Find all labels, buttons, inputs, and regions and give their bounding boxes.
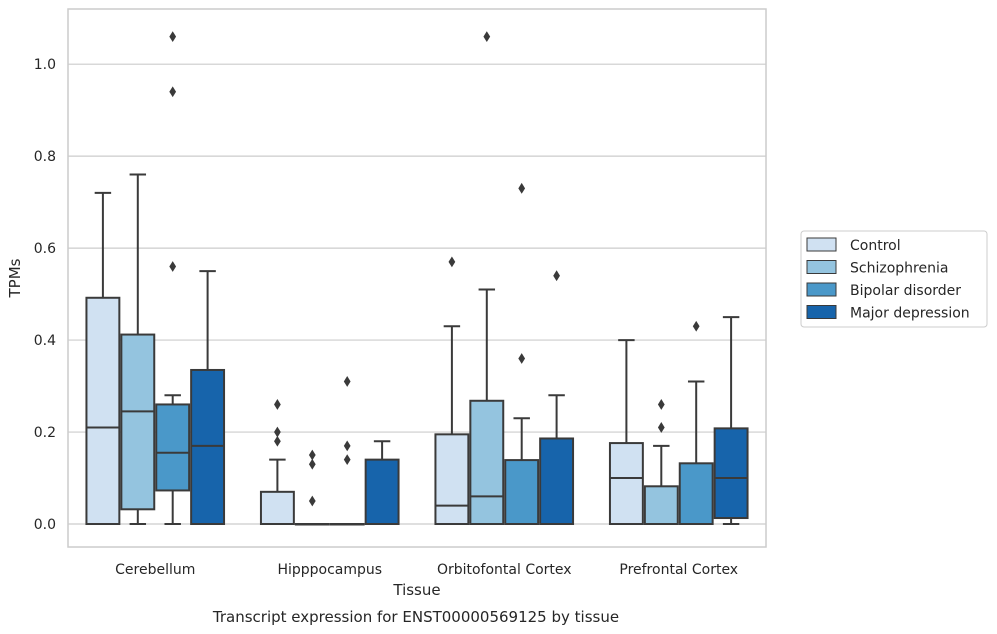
outlier-point — [169, 86, 177, 98]
x-axis-label: Tissue — [392, 581, 440, 599]
x-tick-label: Orbitofontal Cortex — [437, 562, 572, 578]
y-tick-label: 0.6 — [34, 241, 56, 257]
y-tick-label: 0.4 — [34, 333, 56, 349]
y-tick-label: 0.8 — [34, 149, 56, 165]
outlier-point — [308, 495, 316, 507]
plot-frame — [67, 8, 767, 548]
box-control — [85, 191, 121, 526]
box-control — [434, 256, 470, 526]
outlier-point — [692, 320, 700, 332]
outlier-point — [169, 31, 177, 42]
box-iqr — [504, 459, 540, 526]
legend-label: Schizophrenia — [850, 261, 948, 277]
box-major-depression — [364, 440, 400, 526]
box-bipolar-disorder — [504, 182, 540, 526]
y-tick-labels: 0.0 0.2 0.4 0.6 0.8 1.0 — [34, 57, 56, 533]
legend-label: Major depression — [850, 306, 970, 322]
box-iqr — [364, 458, 400, 526]
outlier-point — [657, 399, 665, 410]
box-iqr — [434, 433, 470, 526]
outlier-point — [553, 270, 560, 282]
outlier-point — [274, 399, 281, 410]
outlier-point — [518, 182, 526, 194]
box-control — [259, 399, 295, 526]
box-schizophrenia — [294, 449, 330, 526]
box-bipolar-disorder — [329, 376, 365, 526]
y-tick-label: 0.0 — [34, 517, 56, 533]
outlier-point — [308, 458, 316, 470]
y-tick-label: 0.2 — [34, 425, 56, 441]
box-bipolar-disorder — [155, 31, 191, 526]
y-tick-label: 1.0 — [34, 57, 56, 73]
legend-swatch — [806, 305, 837, 319]
legend-label: Bipolar disorder — [850, 283, 961, 299]
box-schizophrenia — [643, 399, 679, 526]
legend: Control Schizophrenia Bipolar disorder Majo… — [800, 230, 988, 328]
outlier-point — [343, 440, 351, 452]
box-iqr — [259, 490, 295, 526]
legend-swatch — [806, 260, 837, 274]
legend-frame — [800, 230, 988, 328]
legend-swatch — [806, 282, 837, 297]
box-iqr — [608, 442, 644, 526]
legend-label: Control — [850, 238, 901, 254]
outlier-point — [448, 256, 456, 268]
chart-caption: Transcript expression for ENST0000056912… — [212, 608, 619, 626]
box-control — [608, 339, 644, 526]
box-iqr — [120, 333, 156, 511]
box-major-depression — [539, 270, 575, 526]
y-axis-label: TPMs — [6, 258, 24, 298]
outlier-point — [343, 454, 351, 466]
x-tick-label: Cerebellum — [115, 562, 195, 578]
box-major-depression — [190, 270, 226, 526]
outlier-point — [483, 31, 491, 42]
x-tick-labels: Cerebellum Hipppocampus Orbitofontal Corte… — [115, 562, 738, 578]
outlier-point — [274, 435, 281, 447]
outlier-point — [308, 449, 316, 461]
legend-swatch — [806, 237, 837, 252]
x-tick-label: Hipppocampus — [277, 562, 382, 578]
outlier-point — [518, 353, 526, 364]
box-schizophrenia — [469, 31, 505, 526]
outlier-point — [343, 376, 351, 387]
outlier-point — [274, 426, 281, 438]
outlier-point — [169, 261, 177, 272]
box-iqr — [190, 368, 226, 526]
box-bipolar-disorder — [678, 320, 714, 526]
box-major-depression — [713, 316, 749, 526]
box-iqr — [678, 462, 714, 526]
box-iqr — [155, 403, 191, 492]
box-iqr — [643, 485, 679, 526]
x-tick-label: Prefrontal Cortex — [619, 562, 738, 578]
box-groups — [85, 31, 749, 526]
box-iqr — [85, 296, 121, 526]
box-iqr — [713, 427, 749, 520]
box-iqr — [469, 399, 505, 526]
box-iqr — [539, 437, 575, 526]
outlier-point — [657, 422, 665, 433]
box-schizophrenia — [120, 173, 156, 526]
